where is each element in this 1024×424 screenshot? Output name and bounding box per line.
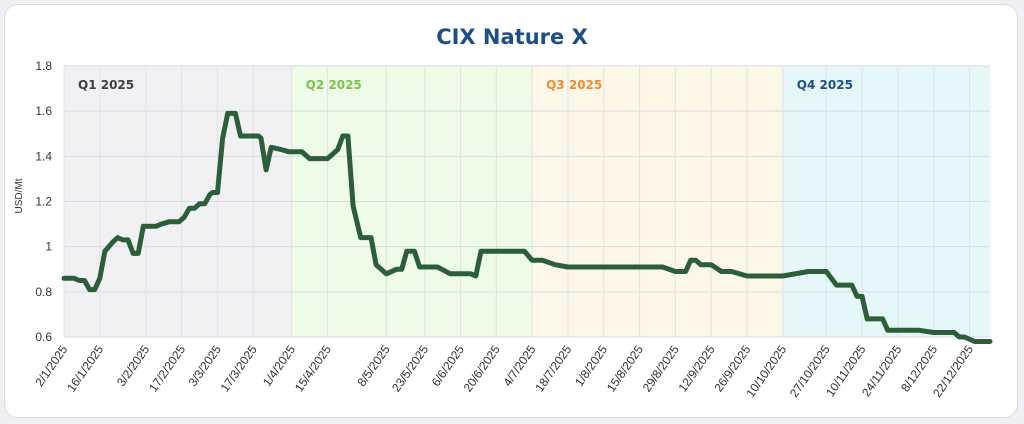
x-tick-label: 6/6/2025 — [429, 342, 467, 389]
y-tick-label: 1.2 — [35, 195, 52, 209]
y-tick-label: 1.8 — [35, 59, 52, 73]
x-tick-label: 8/5/2025 — [355, 342, 393, 389]
x-tick-label: 20/6/2025 — [461, 342, 503, 394]
quarter-label-2: Q2 2025 — [306, 78, 362, 92]
x-tick-label: 3/3/2025 — [186, 342, 224, 389]
y-tick-label: 1 — [45, 240, 52, 254]
x-tick-label: 15/4/2025 — [292, 342, 334, 394]
y-axis-label: USD/Mt — [14, 178, 25, 213]
chart-title: CIX Nature X — [436, 25, 588, 49]
quarter-labels: Q1 2025 Q2 2025 Q3 2025 Q4 2025 — [78, 78, 853, 92]
x-tick-label: 1/4/2025 — [260, 342, 298, 389]
x-tick-label: 16/1/2025 — [64, 342, 106, 394]
x-tick-label: 17/3/2025 — [218, 342, 260, 394]
x-tick-label: 3/2/2025 — [114, 342, 152, 389]
x-tick-label: 18/7/2025 — [532, 342, 574, 394]
grid-lines — [63, 65, 990, 338]
x-tick-label: 17/2/2025 — [146, 342, 188, 394]
quarter-label-4: Q4 2025 — [797, 78, 853, 92]
x-tick-label: 1/8/2025 — [572, 342, 610, 389]
series-line — [61, 110, 993, 344]
y-axis-ticks: 0.6 0.8 1 1.2 1.4 1.6 1.8 — [35, 59, 52, 344]
x-tick-label: 23/5/2025 — [389, 342, 431, 394]
quarter-label-3: Q3 2025 — [546, 78, 602, 92]
quarter-label-1: Q1 2025 — [78, 78, 134, 92]
x-tick-label: 2/1/2025 — [32, 342, 70, 389]
y-tick-label: 1.4 — [35, 149, 52, 163]
y-tick-label: 0.8 — [35, 285, 52, 299]
y-tick-label: 1.6 — [35, 104, 52, 118]
x-tick-label: 4/7/2025 — [500, 342, 538, 389]
y-tick-label: 0.6 — [35, 330, 52, 344]
